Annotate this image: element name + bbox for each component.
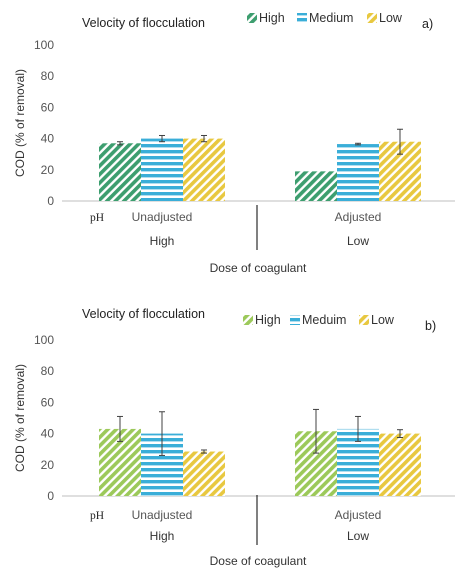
legend-swatch-high: [243, 315, 253, 325]
x-group-label: Low: [347, 234, 369, 248]
y-tick-label: 60: [41, 395, 55, 409]
legend-swatch-low: [367, 13, 377, 23]
x-axis-label: Dose of coagulant: [210, 554, 307, 568]
legend: High Medium Low: [247, 11, 403, 25]
chart-title: Velocity of flocculation: [82, 307, 205, 321]
y-tick-label: 20: [41, 163, 55, 177]
bar-low-unadjusted: [183, 138, 225, 201]
ph-label: pH: [90, 212, 104, 224]
chart-panel-a: Velocity of flocculation a) High Medium Low 0…: [13, 11, 455, 275]
error-bar: [117, 415, 123, 442]
bar-low-unadjusted: [183, 451, 225, 496]
y-tick-label: 80: [41, 364, 55, 378]
bar-high-adjusted: [295, 171, 337, 201]
x-group-label: Low: [347, 529, 369, 543]
legend-label-low: Low: [371, 313, 395, 327]
error-bar: [201, 449, 207, 454]
x-group-label: High: [150, 529, 175, 543]
y-axis-label: COD (% of removal): [13, 69, 27, 177]
x-category-label: Adjusted: [335, 508, 382, 522]
legend-swatch-high: [247, 13, 257, 23]
bar-medium-adjusted: [337, 144, 379, 201]
bar-medium-unadjusted: [141, 138, 183, 201]
y-tick-label: 80: [41, 69, 55, 83]
y-tick-label: 0: [47, 489, 54, 503]
y-axis-label: COD (% of removal): [13, 364, 27, 472]
panel-label: a): [422, 17, 433, 31]
legend-label-meduim: Meduim: [302, 313, 346, 327]
error-bar: [397, 429, 403, 438]
y-tick-label: 100: [34, 38, 54, 52]
error-bar: [313, 408, 319, 454]
y-tick-label: 20: [41, 458, 55, 472]
x-group-label: High: [150, 234, 175, 248]
y-tick-label: 100: [34, 333, 54, 347]
x-axis-label: Dose of coagulant: [210, 261, 307, 275]
y-tick-label: 40: [41, 132, 55, 146]
legend-label-low: Low: [379, 11, 403, 25]
error-bar: [201, 134, 207, 143]
legend-swatch-low: [359, 315, 369, 325]
error-bar: [117, 141, 123, 146]
legend-label-high: High: [255, 313, 281, 327]
legend: High Meduim Low: [243, 313, 395, 327]
y-tick-label: 60: [41, 100, 55, 114]
error-bar: [159, 134, 165, 143]
chart-title: Velocity of flocculation: [82, 16, 205, 30]
x-category-label: Unadjusted: [132, 508, 193, 522]
legend-label-medium: Medium: [309, 11, 353, 25]
bar-high-unadjusted: [99, 143, 141, 201]
y-tick-label: 0: [47, 194, 54, 208]
y-tick-label: 40: [41, 427, 55, 441]
x-category-label: Unadjusted: [132, 210, 193, 224]
chart-panel-b: Velocity of flocculation b) High Meduim Low 0…: [13, 307, 455, 568]
ph-label: pH: [90, 510, 104, 522]
legend-label-high: High: [259, 11, 285, 25]
error-bar: [397, 128, 403, 155]
bar-low-adjusted: [379, 433, 421, 496]
error-bar: [355, 415, 361, 442]
legend-swatch-medium: [297, 13, 307, 23]
error-bar: [159, 411, 165, 456]
error-bar: [355, 142, 361, 146]
legend-swatch-meduim: [290, 315, 300, 325]
x-category-label: Adjusted: [335, 210, 382, 224]
panel-label: b): [425, 319, 436, 333]
